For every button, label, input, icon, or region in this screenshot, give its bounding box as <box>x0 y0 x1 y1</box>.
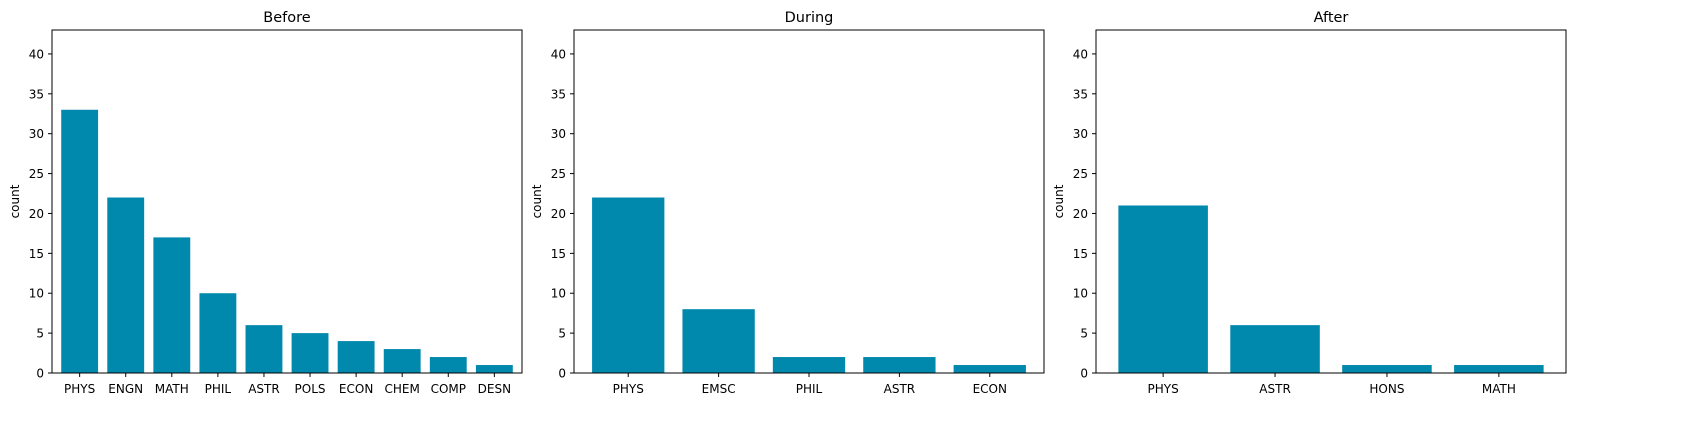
chart-panel-during: 0 5 10 15 20 25 30 35 40 PHYS EMSC PHIL ASTR ECON Duri… <box>530 10 1045 396</box>
x-tick-label: PHIL <box>796 382 823 396</box>
bar-econ <box>337 341 375 373</box>
y-tick-label: 30 <box>1073 127 1088 141</box>
y-tick-label: 25 <box>551 167 566 181</box>
bar-math <box>153 237 191 373</box>
x-tick-label: ASTR <box>884 382 916 396</box>
bar-comp <box>429 357 467 373</box>
y-tick-label: 0 <box>36 367 44 381</box>
bar-emsc <box>682 309 755 373</box>
x-tick-label: ASTR <box>248 382 280 396</box>
y-tick-label: 35 <box>551 87 566 101</box>
y-axis-label: count <box>8 184 22 218</box>
bar-phys <box>592 197 665 373</box>
x-tick-label: DESN <box>478 382 511 396</box>
x-tick-label: ECON <box>339 382 373 396</box>
y-tick-label: 30 <box>29 127 44 141</box>
y-tick-label: 15 <box>29 247 44 261</box>
y-tick-label: 0 <box>558 367 566 381</box>
bar-math <box>1454 365 1544 373</box>
y-tick-label: 5 <box>558 327 566 341</box>
axes-frame <box>1095 29 1567 374</box>
y-tick-label: 10 <box>29 287 44 301</box>
x-tick-label: PHIL <box>205 382 232 396</box>
bar-astr <box>863 357 936 373</box>
x-tick-label: MATH <box>1482 382 1516 396</box>
chart-title: Before <box>263 10 310 26</box>
y-tick-label: 20 <box>1073 207 1088 221</box>
y-tick-label: 5 <box>36 327 44 341</box>
x-tick-label: PHYS <box>613 382 644 396</box>
x-tick-label: PHYS <box>1148 382 1179 396</box>
chart-title: During <box>785 10 834 26</box>
chart-panel-after: 0 5 10 15 20 25 30 35 40 PHYS ASTR HONS MATH After cou… <box>1052 10 1567 396</box>
y-tick-label: 35 <box>29 87 44 101</box>
y-axis-label: count <box>1052 184 1066 218</box>
y-tick-label: 10 <box>551 287 566 301</box>
bar-desn <box>475 365 513 373</box>
x-tick-label: POLS <box>295 382 326 396</box>
chart-panel-before: 0 5 10 15 20 25 30 35 40 PHYS ENGN MATH PHIL ASTR POLS… <box>8 10 523 396</box>
bar-phys <box>61 109 99 373</box>
x-tick-label: COMP <box>431 382 466 396</box>
y-axis-label: count <box>530 184 544 218</box>
bar-econ <box>953 365 1026 373</box>
y-tick-label: 40 <box>1073 47 1088 61</box>
y-tick-label: 20 <box>29 207 44 221</box>
x-tick-label: HONS <box>1369 382 1404 396</box>
y-tick-label: 30 <box>551 127 566 141</box>
x-tick-label: EMSC <box>702 382 736 396</box>
bar-phys <box>1118 205 1208 373</box>
bar-astr <box>245 325 283 373</box>
x-tick-label: MATH <box>155 382 189 396</box>
bar-engn <box>107 197 145 373</box>
y-tick-label: 40 <box>551 47 566 61</box>
y-tick-label: 35 <box>1073 87 1088 101</box>
bar-pols <box>291 333 329 373</box>
bar-hons <box>1342 365 1432 373</box>
x-tick-label: ASTR <box>1259 382 1291 396</box>
y-tick-label: 40 <box>29 47 44 61</box>
bar-phil <box>199 293 237 373</box>
y-tick-label: 25 <box>29 167 44 181</box>
y-tick-label: 15 <box>1073 247 1088 261</box>
y-tick-label: 25 <box>1073 167 1088 181</box>
bar-astr <box>1230 325 1320 373</box>
y-tick-label: 20 <box>551 207 566 221</box>
x-tick-label: ENGN <box>108 382 143 396</box>
y-tick-label: 0 <box>1080 367 1088 381</box>
x-tick-label: CHEM <box>385 382 420 396</box>
bar-chem <box>383 349 421 373</box>
axes-frame <box>51 29 523 374</box>
y-tick-label: 5 <box>1080 327 1088 341</box>
bar-phil <box>772 357 846 373</box>
y-tick-label: 10 <box>1073 287 1088 301</box>
x-tick-label: ECON <box>973 382 1007 396</box>
y-tick-label: 15 <box>551 247 566 261</box>
chart-title: After <box>1314 10 1349 26</box>
x-tick-label: PHYS <box>64 382 95 396</box>
